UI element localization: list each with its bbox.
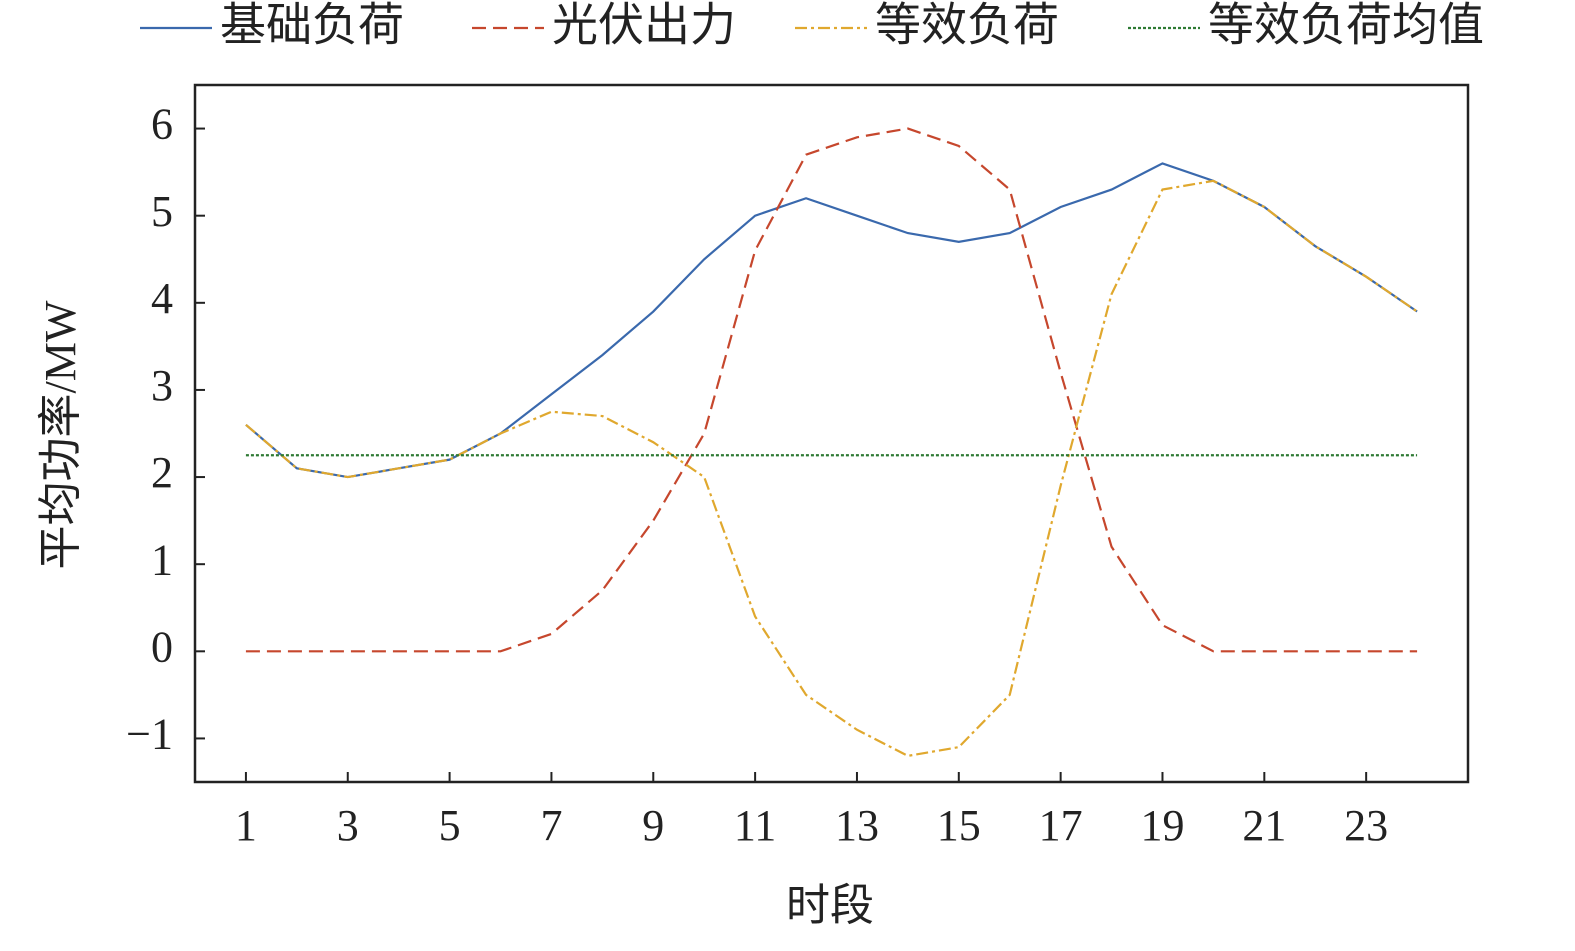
- x-tick-label: 5: [439, 801, 461, 850]
- x-tick-label: 7: [540, 801, 562, 850]
- series-line: [245, 162, 1418, 479]
- y-tick-label: 3: [151, 361, 173, 410]
- x-tick-label: 15: [937, 801, 981, 850]
- y-tick-label: 6: [151, 100, 173, 149]
- x-tick-label: 11: [734, 801, 776, 850]
- y-tick-label: 1: [151, 535, 173, 584]
- x-tick-label: 21: [1242, 801, 1286, 850]
- y-axis-label: 平均功率/MW: [36, 300, 85, 569]
- x-tick-label: 13: [835, 801, 879, 850]
- plot-frame: [193, 83, 1470, 784]
- x-axis-label: 时段: [786, 881, 874, 930]
- x-tick-label: 3: [337, 801, 359, 850]
- legend-label: 等效负荷均值: [1208, 0, 1484, 51]
- x-tick-label: 23: [1344, 801, 1388, 850]
- x-tick-label: 9: [642, 801, 664, 850]
- x-tick-label: 19: [1140, 801, 1184, 850]
- x-tick-label: 17: [1039, 801, 1083, 850]
- legend-label: 光伏出力: [552, 0, 736, 51]
- series-line: [245, 127, 1418, 653]
- y-tick-label: 0: [151, 622, 173, 671]
- y-tick-label: −1: [126, 710, 173, 759]
- y-tick-label: 4: [151, 274, 173, 323]
- x-tick-label: 1: [235, 801, 257, 850]
- legend-label: 基础负荷: [220, 0, 404, 51]
- y-tick-label: 5: [151, 187, 173, 236]
- y-tick-label: 2: [151, 448, 173, 497]
- series-line: [245, 179, 1418, 758]
- legend-label: 等效负荷: [875, 0, 1059, 51]
- legend: 基础负荷 光伏出力 等效负荷 等效负荷均值: [140, 0, 1484, 51]
